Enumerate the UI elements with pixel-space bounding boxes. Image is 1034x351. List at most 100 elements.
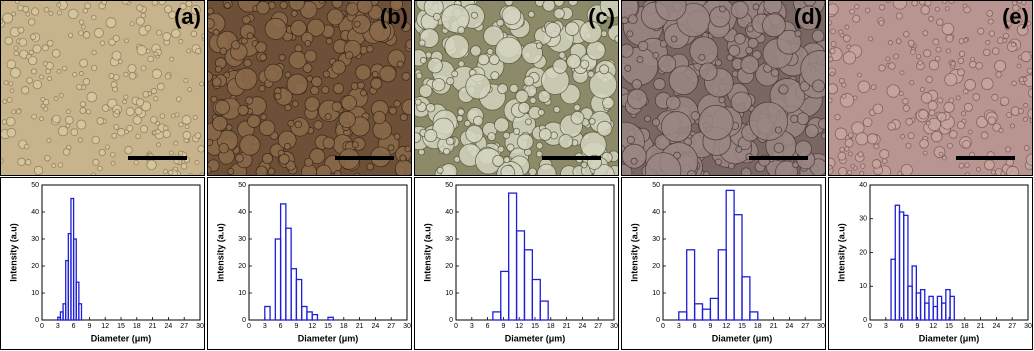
- droplet: [917, 60, 923, 66]
- droplet: [288, 0, 305, 11]
- droplet: [123, 94, 129, 100]
- droplet: [636, 56, 644, 64]
- droplet: [927, 100, 938, 111]
- droplet: [487, 132, 497, 142]
- droplet: [234, 67, 258, 91]
- droplet: [304, 40, 312, 47]
- droplet: [799, 81, 810, 92]
- droplet: [988, 30, 995, 37]
- droplet: [16, 108, 22, 115]
- x-tick-label: 0: [661, 323, 665, 330]
- droplet: [242, 15, 251, 25]
- droplet: [25, 159, 32, 166]
- droplet: [29, 33, 37, 40]
- droplet: [630, 157, 638, 165]
- droplet: [401, 71, 411, 81]
- droplet: [496, 18, 505, 27]
- droplet: [920, 92, 933, 104]
- droplet: [30, 68, 37, 75]
- droplet: [178, 38, 184, 44]
- droplet: [573, 103, 581, 112]
- droplet: [42, 98, 50, 106]
- droplet: [195, 47, 202, 55]
- droplet: [151, 68, 162, 79]
- droplet: [1022, 116, 1029, 122]
- droplet: [748, 101, 788, 141]
- droplet: [811, 29, 825, 43]
- x-tick-label: 24: [165, 323, 173, 330]
- droplet: [465, 124, 484, 143]
- droplet: [79, 19, 85, 25]
- droplet: [820, 132, 826, 140]
- chart-frame: [207, 177, 412, 350]
- droplet: [930, 130, 943, 143]
- chart-frame: [621, 177, 826, 350]
- droplet: [444, 34, 470, 60]
- droplet: [91, 50, 97, 56]
- x-tick-label: 9: [501, 323, 505, 330]
- droplet: [185, 20, 191, 26]
- droplet: [666, 95, 681, 111]
- y-tick-label: 10: [445, 290, 453, 297]
- droplet: [33, 165, 44, 176]
- x-tick-label: 0: [454, 323, 458, 330]
- x-tick-label: 24: [372, 323, 380, 330]
- droplet: [224, 1, 231, 9]
- droplet: [124, 38, 129, 44]
- bar: [539, 300, 549, 321]
- droplet: [470, 45, 482, 57]
- droplet: [529, 96, 537, 104]
- droplet: [702, 171, 710, 176]
- droplet: [653, 77, 666, 91]
- droplet: [190, 30, 198, 38]
- droplet: [1010, 42, 1016, 48]
- droplet: [500, 164, 516, 176]
- y-tick-label: 30: [652, 236, 660, 243]
- droplet: [135, 133, 141, 140]
- droplet: [1020, 51, 1032, 63]
- droplet: [488, 54, 500, 66]
- bar: [749, 311, 759, 321]
- droplet: [948, 97, 955, 104]
- droplet: [586, 40, 606, 61]
- droplet: [714, 59, 723, 67]
- droplet: [961, 111, 966, 117]
- x-tick-label: 15: [324, 323, 332, 330]
- droplet: [849, 8, 855, 15]
- droplet: [472, 115, 484, 127]
- droplet: [11, 11, 17, 17]
- droplet: [995, 71, 1002, 78]
- droplet: [290, 10, 298, 17]
- micrograph: [207, 0, 412, 176]
- droplet: [171, 28, 181, 39]
- droplet: [92, 158, 100, 166]
- droplet: [490, 71, 500, 81]
- droplet: [113, 124, 120, 130]
- x-tick-label: 24: [786, 323, 794, 330]
- droplet: [121, 0, 130, 5]
- droplet: [463, 119, 471, 127]
- droplet: [778, 84, 789, 95]
- y-tick-label: 50: [652, 182, 660, 189]
- droplet: [907, 39, 915, 47]
- y-tick-label: 10: [31, 290, 39, 297]
- droplet: [274, 92, 282, 101]
- droplet: [52, 114, 61, 124]
- droplet: [483, 25, 504, 47]
- droplet: [23, 143, 30, 150]
- droplet: [928, 15, 934, 22]
- droplet: [197, 145, 205, 153]
- droplet: [124, 146, 133, 155]
- droplet: [1027, 108, 1033, 120]
- micrograph-frame: [207, 0, 412, 176]
- droplet: [1022, 76, 1028, 82]
- droplet: [905, 117, 914, 126]
- droplet: [878, 19, 885, 26]
- droplet: [698, 104, 734, 141]
- y-tick-label: 40: [238, 209, 246, 216]
- droplet: [994, 59, 1007, 73]
- droplet: [286, 73, 308, 96]
- droplet: [114, 108, 121, 115]
- droplet: [699, 62, 718, 81]
- droplet: [735, 145, 743, 153]
